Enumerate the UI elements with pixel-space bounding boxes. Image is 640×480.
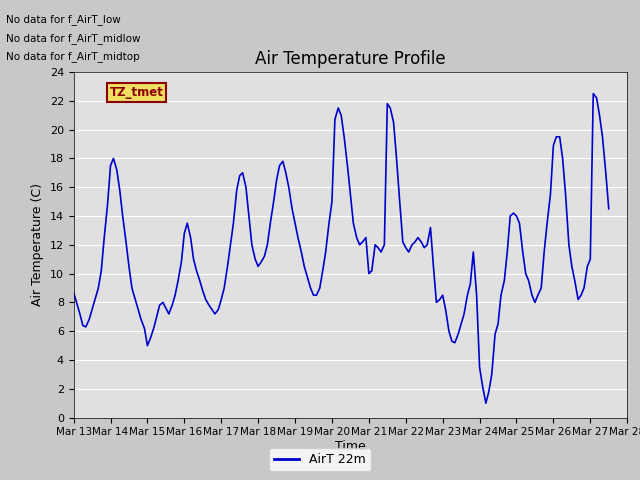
Y-axis label: Air Temperature (C): Air Temperature (C) [31, 183, 44, 306]
Title: Air Temperature Profile: Air Temperature Profile [255, 49, 445, 68]
Legend: AirT 22m: AirT 22m [269, 448, 371, 471]
Text: No data for f_AirT_low: No data for f_AirT_low [6, 14, 121, 25]
Text: No data for f_AirT_midtop: No data for f_AirT_midtop [6, 51, 140, 62]
X-axis label: Time: Time [335, 440, 366, 453]
Text: No data for f_AirT_midlow: No data for f_AirT_midlow [6, 33, 141, 44]
Text: TZ_tmet: TZ_tmet [109, 86, 163, 99]
